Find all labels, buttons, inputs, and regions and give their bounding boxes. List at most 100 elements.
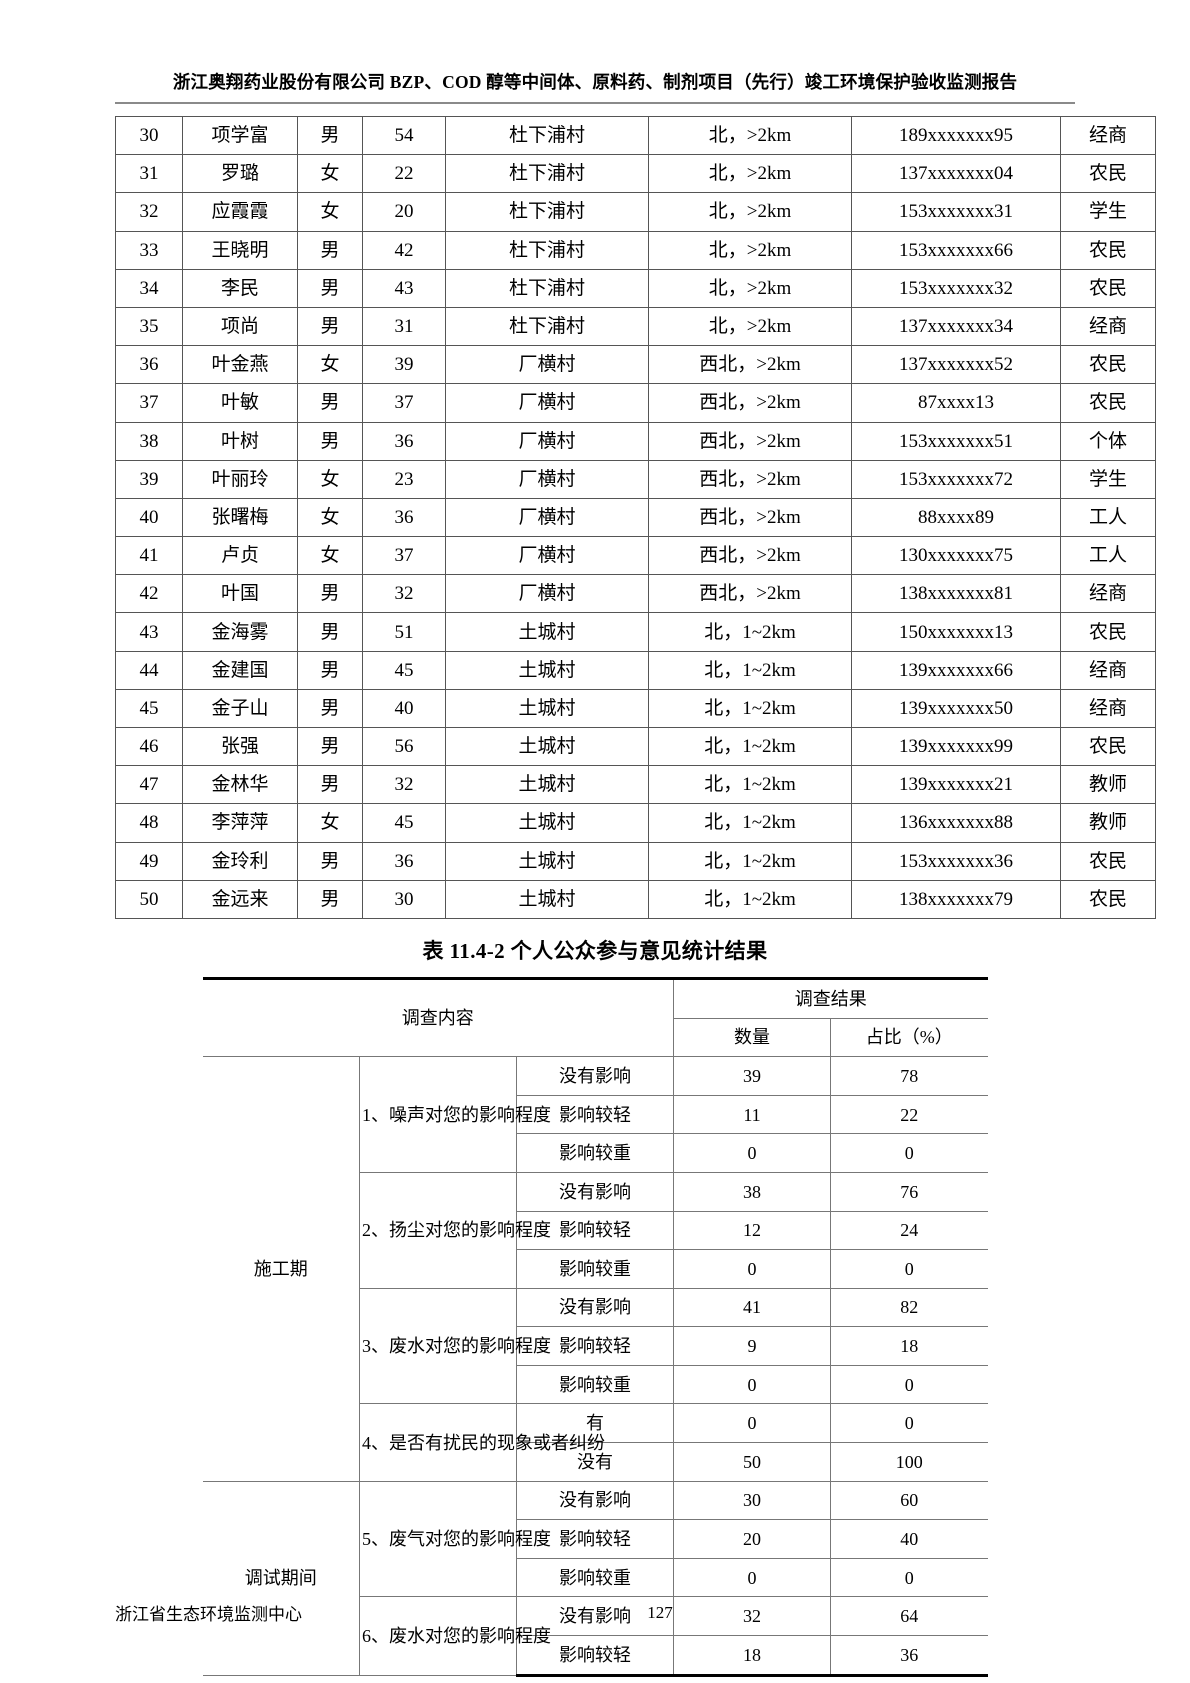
survey-percent-value: 82 xyxy=(830,1287,988,1328)
survey-count-value: 9 xyxy=(673,1326,831,1366)
row-name: 李萍萍 xyxy=(182,803,298,843)
row-sex: 男 xyxy=(297,306,363,347)
row-direction: 北，>2km xyxy=(648,230,852,270)
row-village: 杜下浦村 xyxy=(445,306,649,347)
row-direction: 西北，>2km xyxy=(648,459,852,499)
row-phone: 137xxxxxxx52 xyxy=(851,345,1061,385)
row-name: 金海雾 xyxy=(182,612,298,652)
row-village: 杜下浦村 xyxy=(445,268,649,308)
row-village: 杜下浦村 xyxy=(445,230,649,270)
row-direction: 北，1~2km xyxy=(648,612,852,652)
row-occupation: 学生 xyxy=(1060,459,1156,499)
row-index: 32 xyxy=(115,192,183,232)
row-sex: 男 xyxy=(297,765,363,805)
row-direction: 北，>2km xyxy=(648,306,852,347)
row-age: 30 xyxy=(362,879,446,919)
survey-count-value: 30 xyxy=(673,1480,831,1521)
survey-count-value: 12 xyxy=(673,1210,831,1251)
table-row: 41 卢贞女 37 厂横村 西北，>2km 130xxxxxxx75 工人 xyxy=(115,536,1156,576)
row-age: 20 xyxy=(362,192,446,232)
table-row: 49 金玲利男 36 土城村 北，1~2km 153xxxxxxx36 农民 xyxy=(115,841,1156,881)
row-phone: 138xxxxxxx79 xyxy=(851,879,1061,919)
row-index: 35 xyxy=(115,306,183,347)
row-age: 32 xyxy=(362,574,446,614)
row-name: 金玲利 xyxy=(182,841,298,881)
row-phone: 88xxxx89 xyxy=(851,497,1061,538)
row-direction: 北，1~2km xyxy=(648,726,852,767)
table-row: 31 罗璐女 22 杜下浦村 北，>2km 137xxxxxxx04 农民 xyxy=(115,154,1156,194)
row-index: 41 xyxy=(115,536,183,576)
row-phone: 139xxxxxxx50 xyxy=(851,688,1061,729)
survey-option-label: 没有影响 xyxy=(516,1056,674,1096)
survey-percent-value: 60 xyxy=(830,1480,988,1521)
table-row: 40 张曙梅女 36 厂横村 西北，>2km 88xxxx89 工人 xyxy=(115,497,1156,538)
row-sex: 女 xyxy=(297,192,363,232)
survey-row: 4、是否有扰民的现象或者纠纷有 0 0 xyxy=(203,1403,988,1482)
row-age: 56 xyxy=(362,726,446,767)
row-index: 47 xyxy=(115,765,183,805)
row-village: 杜下浦村 xyxy=(445,115,649,156)
row-phone: 137xxxxxxx34 xyxy=(851,306,1061,347)
row-age: 23 xyxy=(362,459,446,499)
survey-percent-value: 64 xyxy=(830,1596,988,1637)
row-name: 张曙梅 xyxy=(182,497,298,538)
row-sex: 男 xyxy=(297,574,363,614)
row-index: 34 xyxy=(115,268,183,308)
row-age: 36 xyxy=(362,497,446,538)
row-direction: 北，1~2km xyxy=(648,803,852,843)
header-divider xyxy=(115,102,1075,104)
row-occupation: 经商 xyxy=(1060,306,1156,347)
row-index: 33 xyxy=(115,230,183,270)
survey-count-value: 18 xyxy=(673,1635,831,1677)
row-village: 土城村 xyxy=(445,841,649,881)
row-index: 39 xyxy=(115,459,183,499)
table-row: 46 张强男 56 土城村 北，1~2km 139xxxxxxx99 农民 xyxy=(115,726,1156,767)
survey-count-value: 50 xyxy=(673,1442,831,1482)
table-row: 50 金远来男 30 土城村 北，1~2km 138xxxxxxx79 农民 xyxy=(115,879,1156,919)
row-occupation: 经商 xyxy=(1060,688,1156,729)
running-header: 浙江奥翔药业股份有限公司 BZP、COD 醇等中间体、原料药、制剂项目（先行）竣… xyxy=(115,0,1075,93)
row-village: 土城村 xyxy=(445,803,649,843)
survey-row: 影响较轻 9 18 xyxy=(203,1326,988,1366)
row-village: 土城村 xyxy=(445,612,649,652)
survey-phase-label: 施工期 xyxy=(202,1056,360,1482)
survey-count-value: 0 xyxy=(673,1133,831,1173)
row-occupation: 农民 xyxy=(1060,879,1156,919)
survey-topic-label: 3、废水对您的影响程度 xyxy=(359,1287,551,1405)
row-village: 厂横村 xyxy=(445,345,649,385)
row-occupation: 农民 xyxy=(1060,230,1156,270)
row-phone: 189xxxxxxx95 xyxy=(851,115,1061,156)
row-sex: 男 xyxy=(297,383,363,423)
footer-organization: 浙江省生态环境监测中心 xyxy=(115,1605,302,1624)
survey-phase-label: 调试期间 xyxy=(202,1480,360,1676)
row-village: 厂横村 xyxy=(445,497,649,538)
row-age: 31 xyxy=(362,306,446,347)
row-phone: 139xxxxxxx21 xyxy=(851,765,1061,805)
survey-header-content: 调查内容 xyxy=(202,976,674,1058)
row-direction: 西北，>2km xyxy=(648,383,852,423)
row-occupation: 学生 xyxy=(1060,192,1156,232)
row-direction: 西北，>2km xyxy=(648,574,852,614)
row-direction: 西北，>2km xyxy=(648,345,852,385)
table-row: 32 应霞霞女 20 杜下浦村 北，>2km 153xxxxxxx31 学生 xyxy=(115,192,1156,232)
survey-topic-label: 4、是否有扰民的现象或者纠纷 xyxy=(359,1403,605,1482)
row-sex: 男 xyxy=(297,879,363,919)
row-direction: 北，1~2km xyxy=(648,650,852,690)
survey-table-caption: 表 11.4-2 个人公众参与意见统计结果 xyxy=(422,938,768,963)
survey-option-label: 影响较轻 xyxy=(516,1210,674,1251)
row-occupation: 农民 xyxy=(1060,383,1156,423)
survey-option-label: 影响较重 xyxy=(516,1557,674,1598)
row-phone: 153xxxxxxx51 xyxy=(851,421,1061,461)
row-phone: 87xxxx13 xyxy=(851,383,1061,423)
survey-option-label: 影响较轻 xyxy=(516,1326,674,1366)
row-village: 杜下浦村 xyxy=(445,154,649,194)
row-direction: 北，1~2km xyxy=(648,879,852,919)
row-direction: 西北，>2km xyxy=(648,497,852,538)
row-index: 49 xyxy=(115,841,183,881)
row-village: 厂横村 xyxy=(445,421,649,461)
survey-topic-label: 1、噪声对您的影响程度 xyxy=(359,1056,551,1173)
row-age: 36 xyxy=(362,421,446,461)
row-name: 金子山 xyxy=(182,688,298,729)
row-age: 22 xyxy=(362,154,446,194)
survey-percent-value: 0 xyxy=(830,1133,988,1173)
